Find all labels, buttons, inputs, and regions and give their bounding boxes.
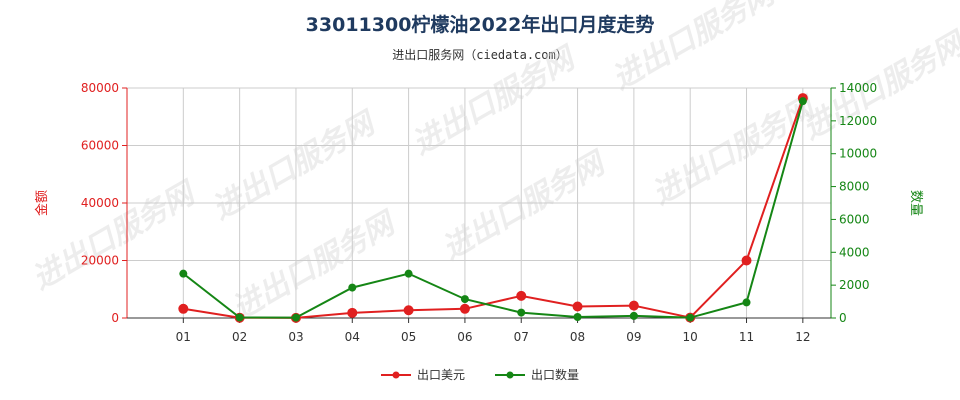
legend: 出口美元 出口数量 xyxy=(0,366,960,383)
series-1-point xyxy=(403,305,414,316)
series-1-point xyxy=(741,255,752,266)
watermark-text: 进出口服务网 xyxy=(407,40,584,162)
y-left-tick-label: 40000 xyxy=(81,196,119,210)
x-tick-label: 08 xyxy=(570,330,585,344)
series-2-point xyxy=(798,97,807,106)
y-left-tick-label: 20000 xyxy=(81,254,119,268)
series-line-2 xyxy=(182,100,804,319)
series-2-point xyxy=(517,308,526,317)
legend-item-series-2[interactable]: 出口数量 xyxy=(495,366,579,383)
series-2-point xyxy=(573,313,582,322)
series-2-point xyxy=(179,269,188,278)
y-right-axis-label: 数量 xyxy=(908,190,923,216)
x-tick-label: 02 xyxy=(232,330,247,344)
series-1-point xyxy=(572,301,583,312)
watermark-text: 进出口服务网 xyxy=(607,0,784,97)
series-layer xyxy=(178,93,808,323)
x-tick-label: 09 xyxy=(626,330,641,344)
y-right-tick-label: 10000 xyxy=(839,147,877,161)
series-2-point xyxy=(686,313,695,322)
x-tick-label: 04 xyxy=(345,330,360,344)
x-tick-label: 07 xyxy=(514,330,529,344)
y-left-tick-label: 80000 xyxy=(81,81,119,95)
series-1-point xyxy=(516,290,527,301)
y-left-axis-label: 金额 xyxy=(34,190,50,216)
chart-title: 33011300柠檬油2022年出口月度走势 xyxy=(305,14,655,36)
watermark-text: 进出口服务网 xyxy=(437,145,614,267)
watermark-text: 进出口服务网 xyxy=(207,105,384,227)
series-1-point xyxy=(347,307,358,318)
series-2-point xyxy=(404,269,413,278)
series-2-point xyxy=(348,283,357,292)
legend-item-series-1[interactable]: 出口美元 xyxy=(380,366,465,383)
x-tick-label: 11 xyxy=(739,330,754,344)
y-right-tick-label: 8000 xyxy=(839,180,870,194)
series-1-point xyxy=(628,300,639,311)
x-tick-label: 12 xyxy=(795,330,810,344)
watermark-text: 进出口服务网 xyxy=(797,25,960,147)
y-left-tick-label: 0 xyxy=(111,311,119,325)
y-right-tick-label: 6000 xyxy=(839,212,870,226)
grid-layer xyxy=(127,87,832,319)
legend-swatch-series-2 xyxy=(495,371,525,378)
y-left-tick-label: 60000 xyxy=(81,139,119,153)
y-right-tick-label: 12000 xyxy=(839,114,877,128)
watermark-text: 进出口服务网 xyxy=(27,175,204,297)
legend-label-series-2: 出口数量 xyxy=(531,368,580,382)
series-2-point xyxy=(460,295,469,304)
series-2-point xyxy=(291,313,300,322)
y-right-tick-label: 2000 xyxy=(839,278,870,292)
series-1-point xyxy=(178,303,189,314)
x-tick-label: 01 xyxy=(176,330,191,344)
x-tick-label: 05 xyxy=(401,330,416,344)
x-tick-label: 10 xyxy=(683,330,698,344)
legend-swatch-series-1 xyxy=(380,371,411,378)
y-right-tick-label: 0 xyxy=(839,311,847,325)
chart-subtitle: 进出口服务网（ciedata.com） xyxy=(392,48,568,62)
series-1-point xyxy=(459,303,470,314)
series-2-point xyxy=(742,298,751,307)
series-2-point xyxy=(235,313,244,322)
x-tick-label: 03 xyxy=(288,330,303,344)
axes-layer: 0 20000 40000 60000 80000 0 2000 4000 6000 8000 10… xyxy=(34,81,923,344)
y-right-tick-label: 14000 xyxy=(839,81,877,95)
watermark-text: 进出口服务网 xyxy=(647,90,824,212)
x-tick-label: 06 xyxy=(457,330,472,344)
y-right-tick-label: 4000 xyxy=(839,245,870,259)
legend-label-series-1: 出口美元 xyxy=(416,368,465,382)
series-2-point xyxy=(629,311,638,320)
